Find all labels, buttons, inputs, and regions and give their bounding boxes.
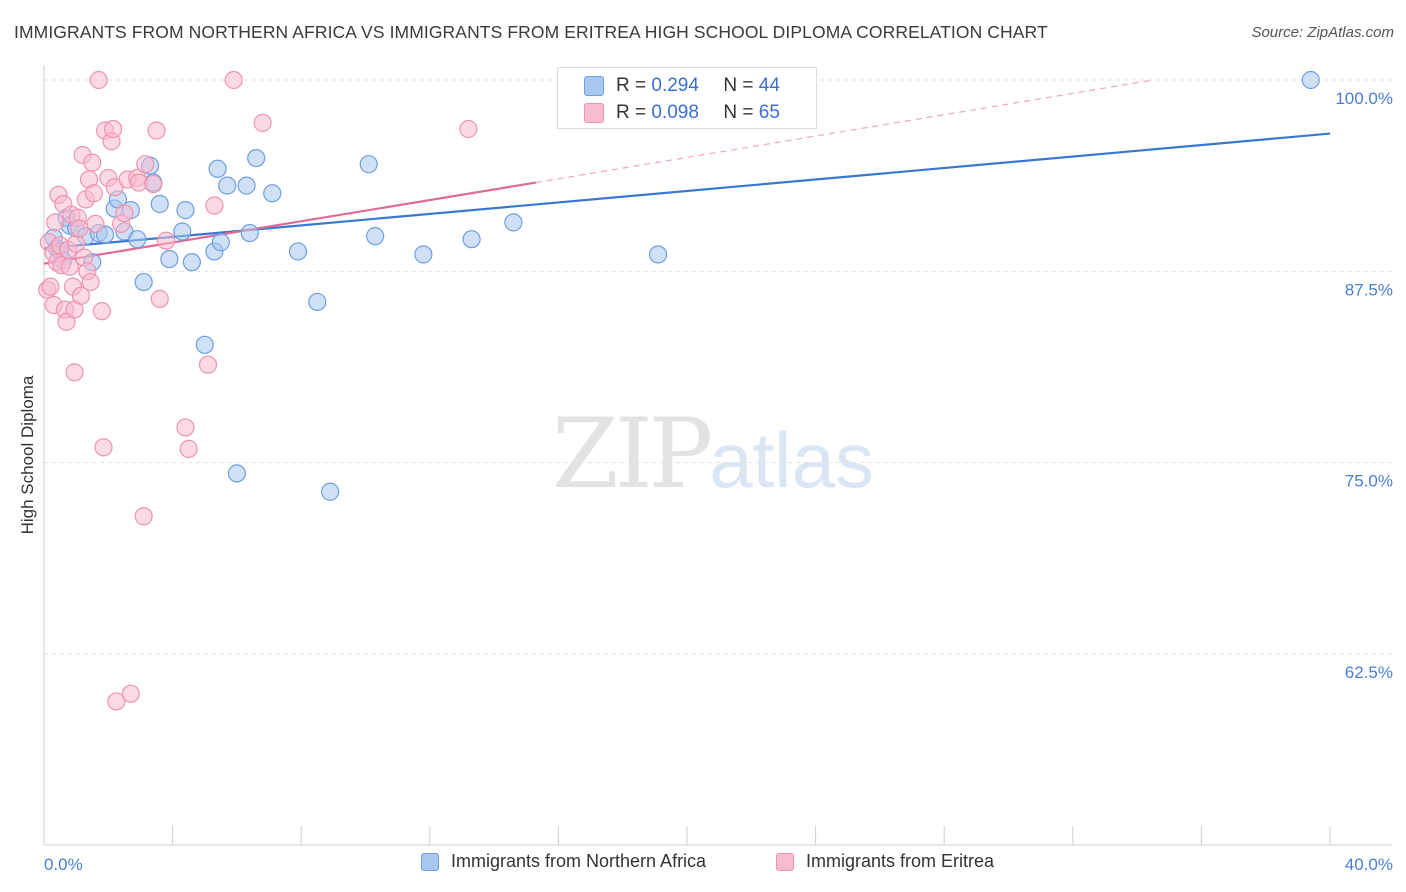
point-eritrea: [60, 257, 79, 276]
point-eritrea: [147, 121, 166, 140]
point-eritrea: [253, 113, 272, 132]
y-tick-label: 75.0%: [1345, 472, 1393, 491]
legend-n-label: N =: [723, 75, 754, 96]
point-eritrea: [150, 289, 169, 308]
point-eritrea: [41, 277, 60, 296]
point-northern-africa: [288, 242, 308, 261]
point-northern-africa: [648, 245, 668, 264]
trend-line-eritrea: [43, 181, 537, 265]
point-northern-africa: [1301, 70, 1320, 90]
point-northern-africa: [237, 176, 256, 195]
series-legend-label: Immigrants from Eritrea: [806, 851, 995, 871]
series-swatch-blue: [421, 852, 439, 871]
point-eritrea: [89, 70, 108, 90]
legend-r-label: R =: [616, 75, 647, 96]
series-legend-northern-africa: Immigrants from Northern Africa: [421, 851, 706, 872]
watermark-zip: ZIP: [552, 398, 713, 510]
point-eritrea: [70, 219, 89, 238]
x-tick-label: 40.0%: [1345, 855, 1393, 874]
point-northern-africa: [504, 213, 523, 232]
point-northern-africa: [195, 335, 214, 354]
point-northern-africa: [150, 194, 169, 214]
series-legend-eritrea: Immigrants from Eritrea: [776, 851, 994, 872]
point-eritrea: [459, 119, 478, 139]
point-northern-africa: [173, 222, 192, 241]
point-eritrea: [198, 355, 218, 374]
legend-row-eritrea: R = 0.098 N = 65: [584, 100, 780, 126]
point-eritrea: [65, 363, 84, 382]
series-swatch-pink: [776, 852, 794, 871]
y-tick-label: 100.0%: [1335, 89, 1393, 108]
legend-r-value: 0.098: [651, 102, 699, 123]
point-northern-africa: [247, 148, 266, 168]
point-northern-africa: [128, 230, 147, 249]
point-northern-africa: [160, 249, 179, 269]
grid-lines: [44, 79, 1392, 655]
point-northern-africa: [308, 292, 327, 312]
x-tick-label: 0.0%: [44, 855, 83, 874]
source-note: Source: ZipAtlas.com: [1251, 24, 1394, 41]
point-northern-africa: [321, 482, 340, 501]
point-eritrea: [81, 272, 100, 292]
point-northern-africa: [134, 272, 153, 292]
point-northern-africa: [218, 176, 237, 195]
point-eritrea: [104, 119, 123, 139]
point-northern-africa: [240, 223, 259, 243]
y-tick-label: 62.5%: [1345, 663, 1393, 682]
point-northern-africa: [263, 184, 282, 203]
point-northern-africa: [359, 155, 378, 174]
point-eritrea: [157, 231, 176, 250]
trend-lines: [43, 79, 1331, 265]
axes: [43, 65, 1392, 846]
point-eritrea: [121, 684, 140, 703]
point-eritrea: [136, 155, 155, 174]
correlation-legend: R = 0.294 N = 44 R = 0.098 N = 65: [557, 67, 817, 129]
point-eritrea: [94, 438, 113, 457]
point-northern-africa: [366, 227, 385, 246]
legend-n-value: 65: [758, 102, 780, 123]
watermark: ZIPatlas: [552, 398, 874, 510]
point-northern-africa: [211, 233, 230, 252]
chart-title: IMMIGRANTS FROM NORTHERN AFRICA VS IMMIG…: [14, 22, 1048, 42]
point-northern-africa: [227, 464, 246, 483]
series-legend-label: Immigrants from Northern Africa: [451, 851, 707, 871]
point-eritrea: [107, 692, 126, 711]
point-eritrea: [83, 153, 102, 172]
point-northern-africa: [208, 159, 227, 178]
point-northern-africa: [176, 201, 195, 220]
point-eritrea: [144, 174, 163, 194]
point-eritrea: [86, 214, 105, 233]
point-northern-africa: [462, 230, 481, 249]
series-legend: Immigrants from Northern Africa Immigran…: [0, 851, 1406, 879]
y-tick-label: 87.5%: [1345, 280, 1393, 299]
point-northern-africa: [414, 245, 433, 264]
legend-swatch-pink: [584, 103, 604, 123]
point-eritrea: [179, 439, 198, 458]
watermark-atlas: atlas: [709, 416, 874, 504]
trend-line-eritrea-extension: [535, 79, 1154, 184]
data-points: [38, 70, 1320, 711]
point-eritrea: [115, 204, 134, 223]
point-eritrea: [46, 213, 65, 232]
point-eritrea: [224, 70, 243, 90]
point-eritrea: [84, 184, 103, 203]
point-eritrea: [205, 196, 224, 215]
tick-labels: 100.0% 87.5% 75.0% 62.5% 0.0% 40.0%: [44, 89, 1393, 874]
legend-n-value: 44: [758, 75, 780, 96]
point-eritrea: [92, 302, 111, 321]
point-eritrea: [134, 507, 153, 526]
point-eritrea: [176, 418, 195, 437]
legend-swatch-blue: [584, 76, 604, 96]
legend-row-northern-africa: R = 0.294 N = 44: [584, 73, 780, 99]
legend-n-label: N =: [723, 102, 754, 123]
point-northern-africa: [182, 253, 201, 272]
point-eritrea: [71, 286, 91, 305]
legend-r-value: 0.294: [651, 75, 699, 96]
legend-r-label: R =: [616, 102, 647, 123]
